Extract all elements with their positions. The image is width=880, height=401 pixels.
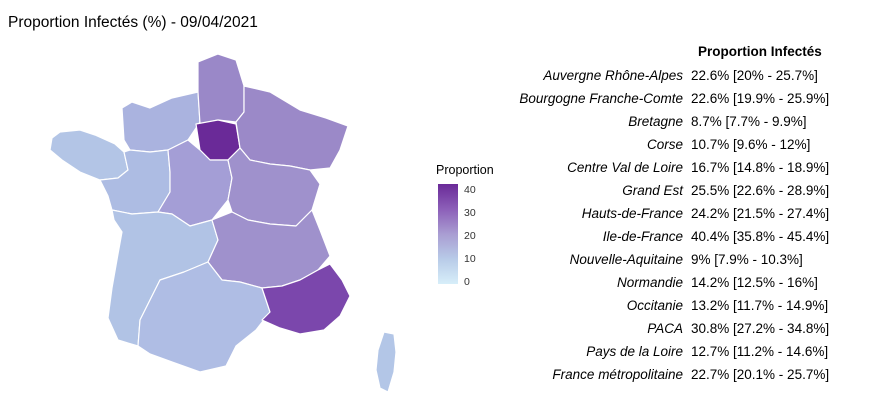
legend-tick (458, 213, 463, 214)
region-name: PACA (647, 321, 683, 336)
legend-tick-label: 0 (464, 276, 470, 288)
region-name: Pays de la Loire (586, 344, 683, 359)
region-name: Centre Val de Loire (567, 160, 683, 175)
region-value: 14.2% [12.5% - 16%] (691, 275, 818, 290)
region-corse (375, 331, 397, 393)
region-name: Bourgogne Franche-Comte (519, 91, 683, 106)
region-value: 22.6% [20% - 25.7%] (691, 68, 818, 83)
table-row: Corse 10.7% [9.6% - 12%] (0, 137, 880, 157)
table-row: Bretagne 8.7% [7.7% - 9.9%] (0, 114, 880, 134)
chart-title: Proportion Infectés (%) - 09/04/2021 (8, 14, 258, 31)
table-row: Occitanie 13.2% [11.7% - 14.9%] (0, 298, 880, 318)
region-value: 22.7% [20.1% - 25.7%] (691, 367, 830, 382)
region-occitanie (137, 261, 271, 373)
table-header: Proportion Infectés (698, 44, 822, 59)
region-name: Auvergne Rhône-Alpes (543, 68, 683, 83)
region-name: Corse (646, 137, 683, 152)
region-value: 12.7% [11.2% - 14.6%] (691, 344, 829, 359)
table-row: Ile-de-France 40.4% [35.8% - 45.4%] (0, 229, 880, 249)
legend-tick-label: 10 (464, 253, 476, 265)
region-value: 8.7% [7.7% - 9.9%] (691, 114, 807, 129)
table-row: Nouvelle-Aquitaine 9% [7.9% - 10.3%] (0, 252, 880, 272)
region-value: 10.7% [9.6% - 12%] (691, 137, 811, 152)
region-value: 16.7% [14.8% - 18.9%] (691, 160, 830, 175)
region-normandie (121, 91, 201, 153)
table-row: Bourgogne Franche-Comte 22.6% [19.9% - 2… (0, 91, 880, 111)
legend-tick-label: 20 (464, 230, 476, 242)
france-regions-map (49, 53, 397, 393)
region-value: 22.6% [19.9% - 25.9%] (691, 91, 830, 106)
region-centre-val-de-loire (157, 139, 233, 227)
table-row: Grand Est 25.5% [22.6% - 28.9%] (0, 183, 880, 203)
region-name: Hauts-de-France (581, 206, 683, 221)
region-name: Ile-de-France (602, 229, 683, 244)
legend-tick (458, 190, 463, 191)
table-row: Pays de la Loire 12.7% [11.2% - 14.6%] (0, 344, 880, 364)
region-name: France métropolitaine (552, 367, 683, 382)
region-name: Nouvelle-Aquitaine (569, 252, 683, 267)
region-value: 13.2% [11.7% - 14.9%] (691, 298, 829, 313)
region-value: 30.8% [27.2% - 34.8%] (691, 321, 830, 336)
legend-title: Proportion (436, 163, 494, 177)
region-value: 24.2% [21.5% - 27.4%] (691, 206, 830, 221)
region-value: 40.4% [35.8% - 45.4%] (691, 229, 830, 244)
table-row: Centre Val de Loire 16.7% [14.8% - 18.9%… (0, 160, 880, 180)
legend-tick (458, 236, 463, 237)
region-value: 25.5% [22.6% - 28.9%] (691, 183, 830, 198)
legend-tick-label: 40 (464, 184, 476, 196)
table-row: Normandie 14.2% [12.5% - 16%] (0, 275, 880, 295)
region-value: 9% [7.9% - 10.3%] (691, 252, 803, 267)
legend-tick-label: 30 (464, 207, 476, 219)
region-name: Bretagne (628, 114, 683, 129)
table-row: Hauts-de-France 24.2% [21.5% - 27.4%] (0, 206, 880, 226)
region-name: Occitanie (626, 298, 683, 313)
region-name: Normandie (616, 275, 683, 290)
region-paca (261, 263, 351, 335)
legend: Proportion 40 30 20 10 0 (436, 163, 516, 293)
table-row: France métropolitaine 22.7% [20.1% - 25.… (0, 367, 880, 387)
region-name: Grand Est (622, 183, 683, 198)
table-row: PACA 30.8% [27.2% - 34.8%] (0, 321, 880, 341)
legend-colorbar (438, 184, 458, 284)
table-row: Auvergne Rhône-Alpes 22.6% [20% - 25.7%] (0, 68, 880, 88)
legend-tick (458, 259, 463, 260)
